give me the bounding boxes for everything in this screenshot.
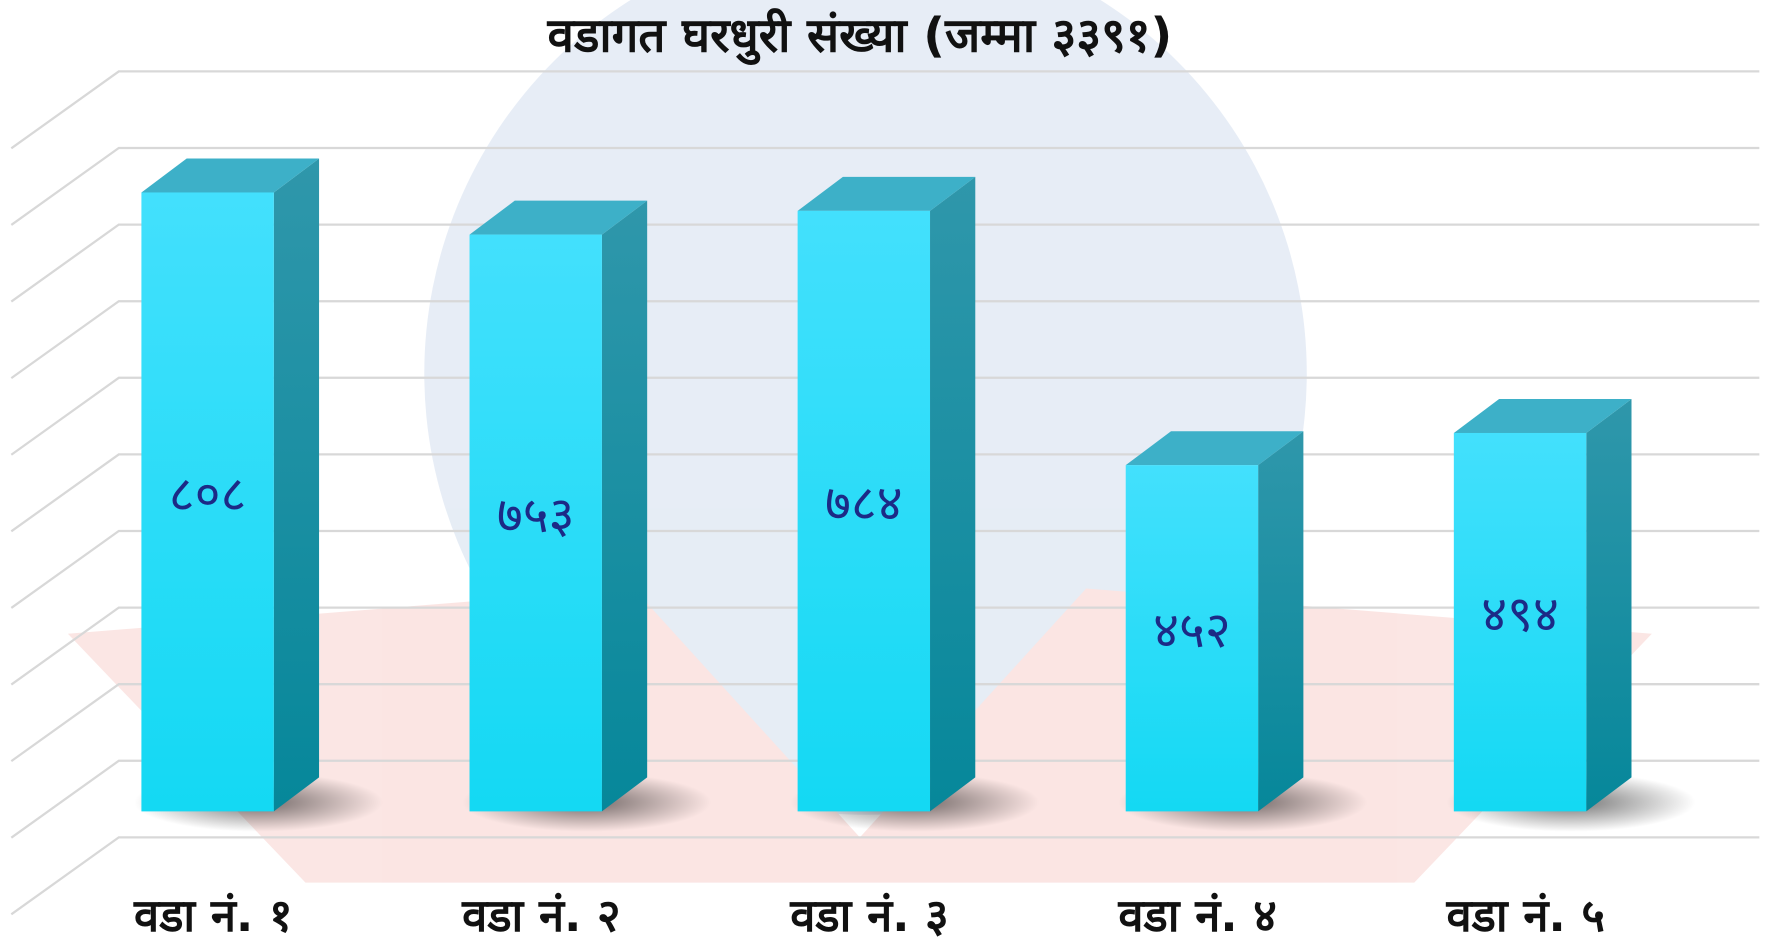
chart-title: वडागत घरधुरी संख्या (जम्मा ३३९१) [547, 8, 1173, 66]
bar-tint [1453, 432, 1587, 812]
x-tick-label: वडा नं. २ [461, 889, 620, 942]
bar-tint [141, 192, 274, 812]
bar-side [1258, 431, 1304, 812]
bar-side [601, 200, 648, 812]
bar-side [273, 158, 320, 812]
value-label: ७८४ [825, 474, 903, 532]
grid-line [10, 70, 1760, 150]
bar-top [1453, 399, 1632, 433]
x-tick-label: वडा नं. ५ [1445, 889, 1604, 942]
bar [1125, 465, 1259, 812]
x-tick-label: वडा नं. ४ [1117, 889, 1276, 942]
x-tick-label: वडा नं. १ [133, 889, 292, 942]
bar [469, 234, 602, 812]
bar-side [930, 176, 976, 812]
grid-line [10, 376, 1760, 456]
grid-line [10, 836, 1760, 916]
bar [1453, 432, 1587, 812]
bar-side [1586, 399, 1632, 812]
bar [797, 210, 931, 812]
bars: ८०८ वडा नं. १ ७५३ वडा नं. २ ७८४ वडा नं. ३ ४५२ व… [133, 158, 1696, 942]
grid-line [10, 300, 1760, 380]
grid-line [10, 146, 1760, 226]
bar-top [1125, 431, 1304, 466]
bar-tint [1125, 465, 1259, 812]
value-label: ४९४ [1481, 585, 1559, 643]
grid [10, 70, 1760, 916]
bar-top [469, 200, 648, 235]
value-label: ७५३ [497, 486, 575, 544]
value-label: ८०८ [169, 465, 247, 523]
value-label: ४५२ [1153, 601, 1231, 659]
x-tick-label: वडा नं. ३ [789, 889, 948, 942]
bar-tint [469, 234, 602, 812]
bar-top [797, 176, 976, 211]
bar-tint [797, 210, 931, 812]
bar-top [141, 158, 320, 193]
bar [141, 192, 274, 812]
grid-line [10, 223, 1760, 303]
